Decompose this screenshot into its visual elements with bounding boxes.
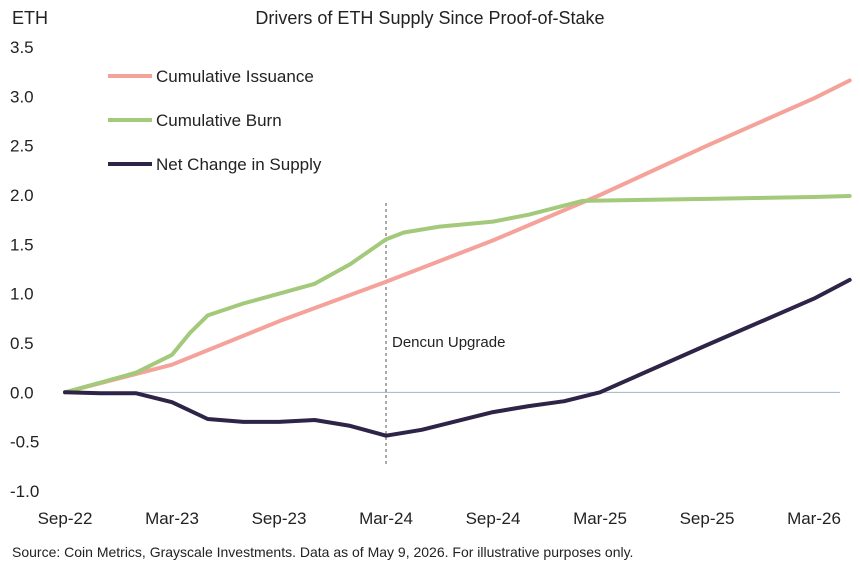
- issuance-line: [63, 78, 852, 395]
- legend-burn-label: Cumulative Burn: [156, 111, 282, 130]
- x-tick-label: Mar-23: [145, 509, 199, 528]
- x-tick-label: Mar-26: [787, 509, 841, 528]
- y-tick-label: 1.0: [10, 285, 34, 304]
- burn-line: [63, 194, 852, 395]
- x-tick-label: Sep-25: [680, 509, 735, 528]
- y-axis-label: ETH: [12, 8, 48, 28]
- source-note: Source: Coin Metrics, Grayscale Investme…: [12, 544, 633, 560]
- x-tick-label: Mar-24: [359, 509, 413, 528]
- y-tick-label: 3.0: [10, 87, 34, 106]
- x-tick-label: Sep-23: [252, 509, 307, 528]
- x-tick-label: Mar-25: [573, 509, 627, 528]
- y-tick-label: 3.5: [10, 38, 34, 57]
- y-tick-label: 2.0: [10, 186, 34, 205]
- net-supply-line: [63, 277, 852, 438]
- legend-issuance-label: Cumulative Issuance: [156, 67, 314, 86]
- x-tick-label: Sep-24: [466, 509, 521, 528]
- x-tick-label: Sep-22: [38, 509, 93, 528]
- y-tick-label: -1.0: [10, 482, 39, 501]
- y-tick-label: 1.5: [10, 235, 34, 254]
- chart-title: Drivers of ETH Supply Since Proof-of-Sta…: [255, 8, 604, 28]
- y-tick-label: 0.0: [10, 383, 34, 402]
- y-tick-label: 0.5: [10, 334, 34, 353]
- y-tick-label: -0.5: [10, 433, 39, 452]
- legend-net-supply-label: Net Change in Supply: [156, 155, 322, 174]
- y-tick-label: 2.5: [10, 137, 34, 156]
- dencun-annotation: Dencun Upgrade: [392, 334, 505, 351]
